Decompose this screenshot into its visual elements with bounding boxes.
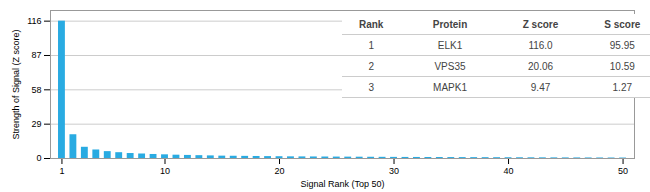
svg-text:30: 30 — [389, 166, 399, 176]
svg-text:0: 0 — [36, 153, 41, 163]
svg-text:58: 58 — [31, 85, 41, 95]
html-text:2: 2 — [368, 60, 374, 72]
html-text:Z score: Z score — [522, 18, 559, 30]
svg-text:Signal Rank (Top 50): Signal Rank (Top 50) — [300, 179, 384, 189]
html-text:Rank: Rank — [359, 18, 384, 30]
html-text:VPS35: VPS35 — [434, 60, 466, 72]
svg-text:116: 116 — [27, 16, 41, 26]
html-text:S score: S score — [604, 18, 641, 30]
svg-text:29: 29 — [31, 119, 41, 129]
html-text:1: 1 — [368, 39, 374, 51]
svg-text:40: 40 — [504, 166, 514, 176]
svg-text:Strength of Signal (Z score): Strength of Signal (Z score) — [11, 29, 21, 139]
svg-text:50: 50 — [618, 166, 628, 176]
html-text:116.0: 116.0 — [528, 39, 553, 51]
html-text:3: 3 — [368, 81, 374, 93]
html-text:10.59: 10.59 — [609, 60, 635, 72]
html-text:9.47: 9.47 — [530, 81, 551, 93]
html-text:1.27: 1.27 — [612, 81, 632, 93]
html-text:Protein: Protein — [432, 18, 468, 30]
html-text:95.95: 95.95 — [609, 39, 635, 51]
html-text:20.06: 20.06 — [528, 60, 553, 72]
svg-text:10: 10 — [160, 166, 170, 176]
svg-text:1: 1 — [59, 166, 64, 176]
svg-text:87: 87 — [31, 50, 41, 60]
svg-text:20: 20 — [275, 166, 285, 176]
html-text:MAPK1: MAPK1 — [433, 81, 467, 93]
html-text:ELK1: ELK1 — [437, 39, 463, 51]
